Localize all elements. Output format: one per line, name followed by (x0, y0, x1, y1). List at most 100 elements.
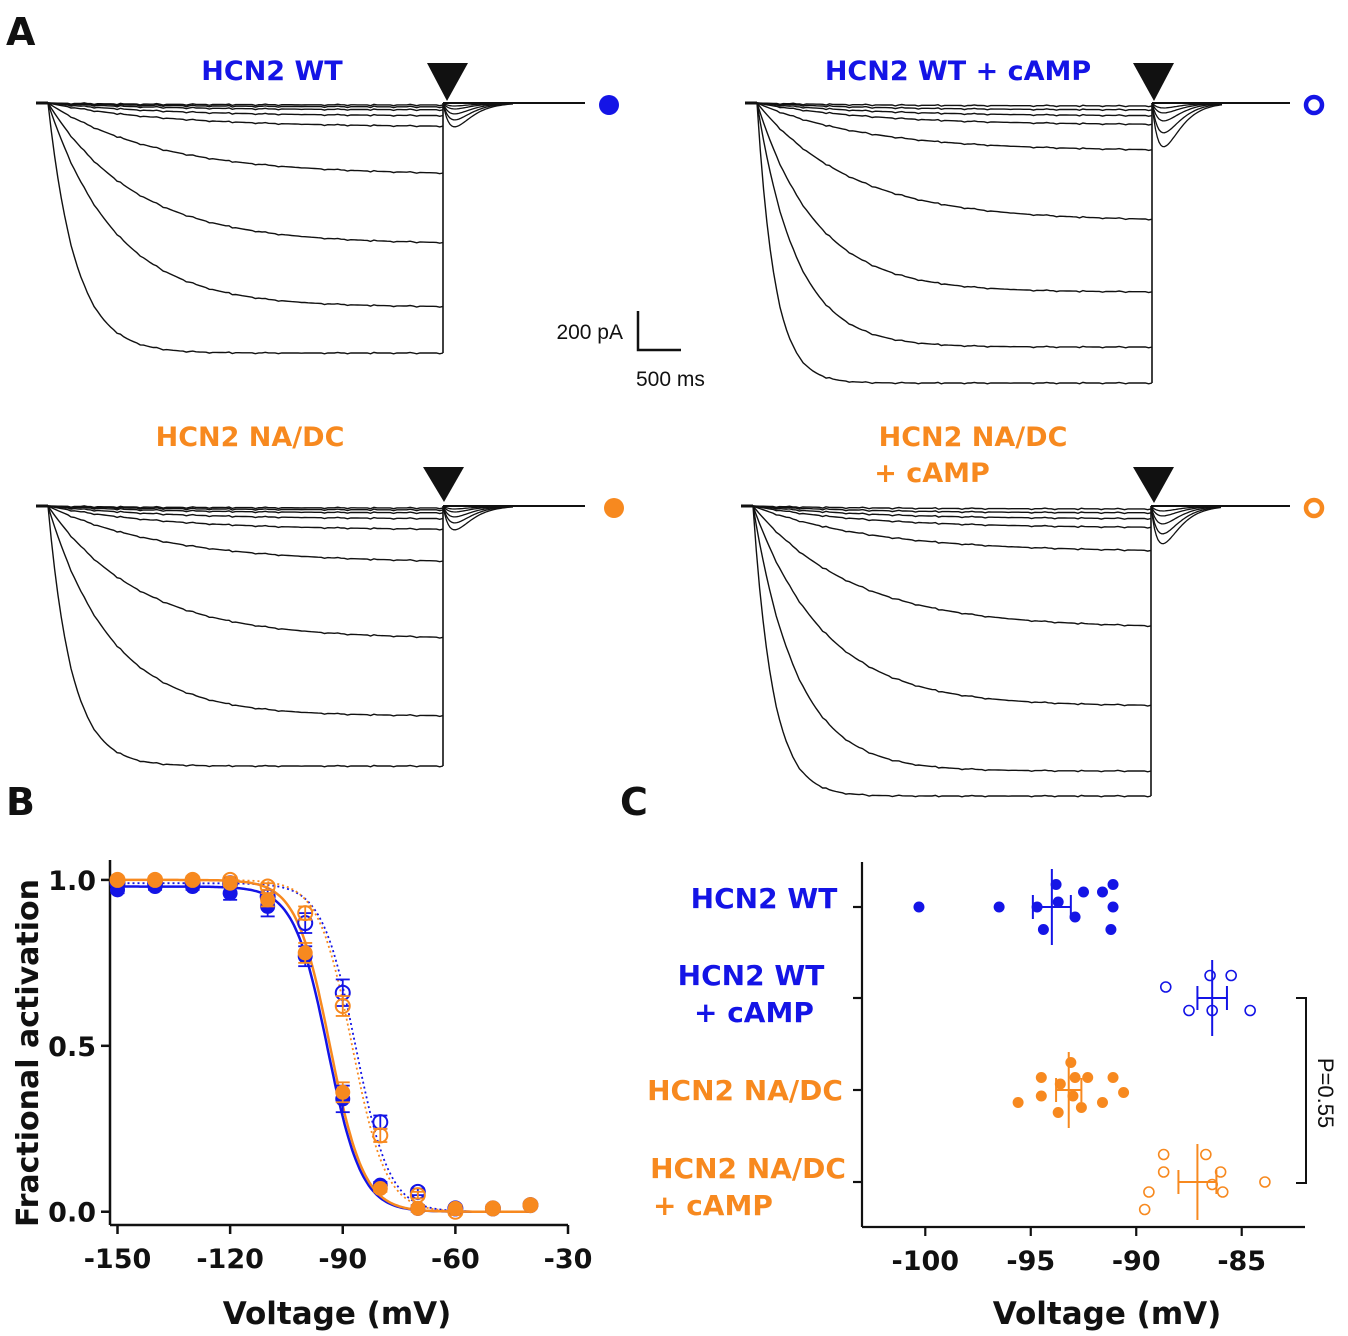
tail-current (1150, 505, 1222, 545)
tail-current (442, 505, 514, 531)
b-data-point (522, 1197, 539, 1214)
current-trace (752, 505, 1152, 707)
c-data-point (1183, 1004, 1195, 1017)
panel-label-b: B (6, 780, 35, 824)
b-data-point (409, 1187, 426, 1204)
current-trace (47, 102, 444, 107)
b-fit-curve (117, 885, 531, 1213)
c-data-point (1096, 1097, 1108, 1108)
c-group-label: HCN2 WT (678, 959, 825, 992)
b-x-tick-label: -150 (84, 1244, 152, 1275)
c-data-point (1107, 879, 1119, 890)
c-data-point (1159, 981, 1172, 993)
trace-title-hcn2-wt-camp: HCN2 WT + cAMP (825, 56, 1091, 87)
tail-current (442, 102, 514, 128)
b-fit-curve (117, 878, 531, 1213)
c-data-point (1067, 1090, 1079, 1102)
b-data-point (447, 1203, 464, 1220)
b-y-tick-label: 1.0 (48, 866, 96, 897)
current-trace (752, 505, 1152, 628)
c-data-point (1157, 1148, 1170, 1161)
c-data-point (1105, 924, 1117, 935)
current-trace (47, 102, 444, 112)
current-trace (756, 102, 1153, 126)
b-data-point (109, 871, 126, 888)
b-data-point (147, 871, 164, 888)
current-traces-hcn2-wt-camp (745, 101, 1290, 385)
current-trace (47, 505, 444, 512)
b-x-tick-label: -120 (196, 1244, 264, 1275)
c-x-tick-label: -95 (1006, 1246, 1055, 1277)
c-x-tick-label: -100 (891, 1246, 959, 1277)
b-y-axis-label: Fractional activation (11, 879, 46, 1227)
c-data-point (1052, 896, 1064, 908)
current-trace (47, 102, 444, 355)
current-trace (47, 102, 444, 118)
c-data-point (1157, 1166, 1170, 1178)
b-x-tick-label: -90 (318, 1244, 367, 1275)
open-circle-icon (1303, 94, 1325, 116)
tail-marker-arrow-icon (1133, 63, 1174, 101)
c-data-point (1204, 969, 1216, 982)
tail-marker-arrow-icon (427, 63, 468, 101)
current-trace (47, 505, 444, 563)
b-data-point (184, 871, 201, 888)
current-trace (752, 505, 1152, 552)
current-trace (47, 102, 444, 308)
c-data-point (1244, 1004, 1256, 1017)
current-trace (47, 102, 444, 244)
b-tick-labels: -150 -120 -90 -60 -30 0.0 0.5 1.0 (48, 866, 592, 1275)
c-data-point (1200, 1148, 1212, 1161)
b-data-point (259, 878, 276, 895)
c-data-point (1069, 911, 1081, 923)
tail-current (1150, 505, 1222, 525)
b-x-axis-label: Voltage (mV) (223, 1296, 452, 1332)
b-y-tick-label: 0.0 (48, 1198, 96, 1229)
current-trace (756, 102, 1153, 152)
activation-curve-chart: -150 -120 -90 -60 -300.00.51.0 Voltage (mV) … (11, 860, 592, 1332)
c-data-point (1037, 924, 1049, 935)
c-group-label: HCN2 NA/DC (650, 1152, 846, 1185)
b-data-points (109, 871, 539, 1220)
current-trace (47, 505, 444, 768)
current-trace (47, 505, 444, 515)
c-data-point (1096, 886, 1108, 898)
current-trace (47, 102, 444, 109)
c-data-point (1216, 1186, 1229, 1198)
c-group-label: + cAMP (653, 1189, 773, 1222)
current-trace (47, 505, 444, 718)
c-data-point (1052, 1107, 1064, 1118)
filled-circle-icon (604, 498, 624, 518)
current-trace (752, 505, 1152, 521)
c-data-point (1078, 886, 1089, 898)
trace-title-hcn2-wt: HCN2 WT (201, 56, 343, 87)
current-trace (752, 505, 1152, 529)
current-trace (752, 505, 1152, 773)
current-trace (756, 102, 1153, 221)
b-data-point (222, 871, 239, 888)
c-data-point (1107, 1072, 1119, 1083)
current-trace (47, 102, 444, 175)
current-trace (47, 505, 444, 639)
c-bracket-line (1296, 997, 1307, 1184)
tail-current (442, 505, 514, 524)
c-data-point (1012, 1097, 1024, 1108)
current-trace (756, 102, 1153, 294)
c-data-point (1138, 1203, 1151, 1216)
tail-current (1151, 102, 1223, 134)
b-data-point (335, 1084, 351, 1100)
c-data-point (1075, 1102, 1087, 1113)
c-data-point (1107, 901, 1119, 913)
b-data-point (372, 1181, 388, 1196)
current-trace (752, 505, 1152, 511)
filled-circle-icon (599, 95, 619, 115)
tail-current (1150, 505, 1222, 535)
c-p-value: P=0.55 (1313, 1058, 1338, 1128)
current-trace (756, 102, 1153, 108)
current-traces-hcn2-nadc (36, 504, 585, 768)
c-data-point (1054, 1078, 1066, 1090)
c-group-label: + cAMP (694, 996, 814, 1029)
b-data-point (297, 945, 313, 961)
b-x-tick-label: -30 (544, 1244, 593, 1275)
